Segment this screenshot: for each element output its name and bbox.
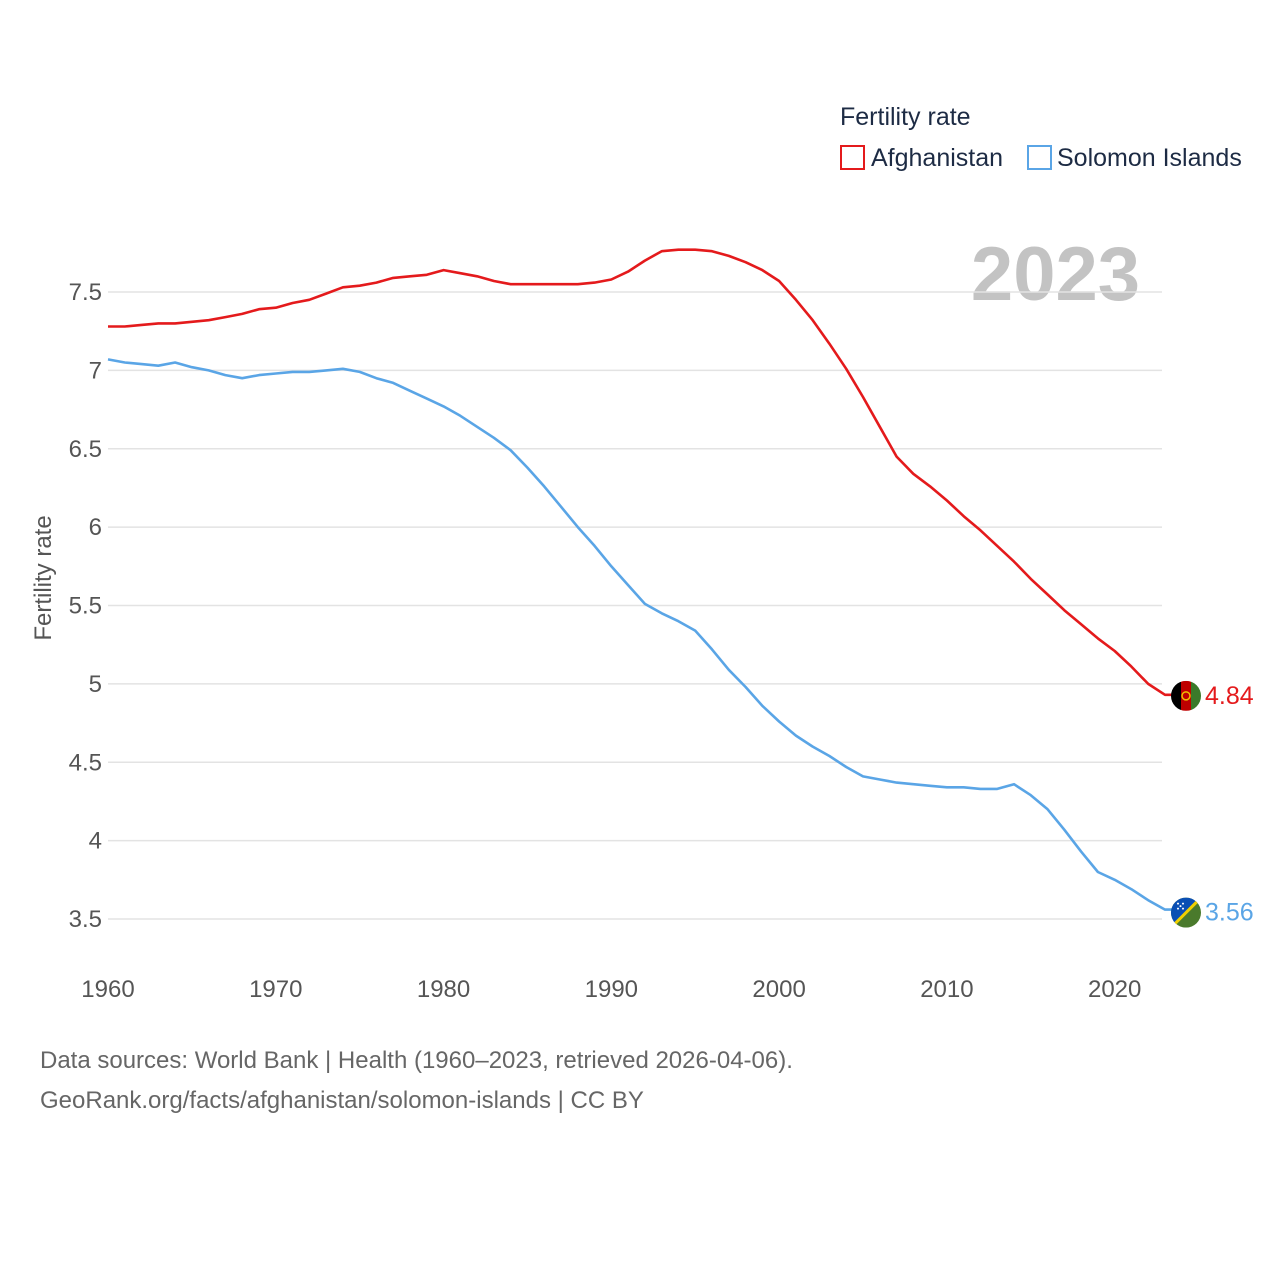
series-line-solomon-islands[interactable] [107, 358, 1172, 911]
y-tick-label: 5 [89, 671, 102, 698]
end-value-label: 3.56 [1205, 899, 1254, 927]
x-tick-label: 1980 [417, 976, 470, 1003]
source-line-1: Data sources: World Bank | Health (1960–… [40, 1047, 793, 1074]
x-tick-label: 1970 [249, 976, 302, 1003]
x-tick-label: 1990 [585, 976, 638, 1003]
series-line-afghanistan[interactable] [108, 248, 1172, 697]
source-line-2[interactable]: GeoRank.org/facts/afghanistan/solomon-is… [40, 1087, 644, 1114]
afghanistan-flag-icon [1171, 680, 1201, 711]
legend-item-solomon-islands[interactable]: Solomon Islands [1027, 144, 1242, 172]
y-tick-label: 4 [89, 828, 102, 855]
y-axis-label: Fertility rate [30, 515, 57, 640]
y-tick-label: 4.5 [69, 749, 102, 776]
y-axis-ticks: 3.5 4 4.5 5 5.5 6 6.5 7 7.5 [69, 279, 102, 933]
x-tick-label: 1960 [81, 976, 134, 1003]
y-tick-label: 7 [89, 357, 102, 384]
gridlines [108, 291, 1162, 920]
y-tick-label: 6.5 [69, 436, 102, 463]
current-year-label: 2023 [971, 232, 1140, 317]
solomon-islands-flag-icon [1171, 897, 1201, 928]
legend: Fertility rate Afghanistan Solomon Islan… [840, 103, 1242, 172]
legend-title: Fertility rate [840, 103, 971, 131]
y-tick-label: 6 [89, 514, 102, 541]
end-value-label: 4.84 [1205, 682, 1254, 710]
legend-swatch-afghanistan [840, 145, 865, 170]
legend-item-afghanistan[interactable]: Afghanistan [840, 144, 1003, 172]
y-tick-label: 7.5 [69, 279, 102, 306]
x-tick-label: 2000 [752, 976, 805, 1003]
y-tick-label: 5.5 [69, 593, 102, 620]
x-axis-ticks: 1960 1970 1980 1990 2000 2010 2020 [81, 976, 1141, 1003]
y-tick-label: 3.5 [69, 906, 102, 933]
series-lines [107, 248, 1172, 911]
x-tick-label: 2020 [1088, 976, 1141, 1003]
x-tick-label: 2010 [920, 976, 973, 1003]
legend-swatch-solomon-islands [1027, 145, 1052, 170]
legend-label-solomon-islands: Solomon Islands [1057, 144, 1242, 172]
series-end-markers: 4.84 3.56 [1171, 680, 1254, 928]
legend-label-afghanistan: Afghanistan [871, 144, 1003, 172]
